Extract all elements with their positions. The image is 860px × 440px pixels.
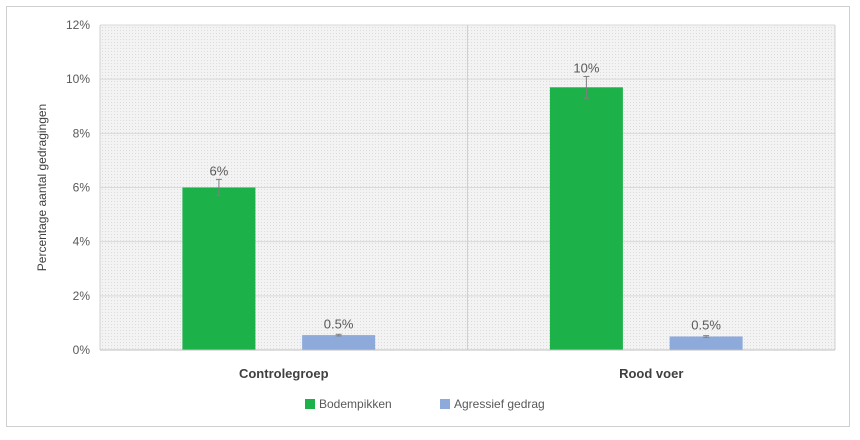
bar-agressief-gedrag	[669, 336, 743, 350]
y-tick-label: 4%	[73, 235, 91, 249]
error-bar	[335, 333, 342, 337]
legend-swatch	[305, 399, 315, 409]
x-category-label: Rood voer	[619, 366, 683, 381]
data-label: 10%	[573, 60, 599, 75]
legend-label: Bodempikken	[319, 397, 392, 411]
y-tick-label: 12%	[66, 18, 90, 32]
error-bar	[703, 335, 710, 338]
y-tick-label: 10%	[66, 72, 90, 86]
data-label: 0.5%	[324, 316, 354, 331]
legend-label: Agressief gedrag	[454, 397, 545, 411]
bar-bodempikken	[182, 187, 256, 350]
bar-agressief-gedrag	[302, 335, 376, 350]
y-tick-label: 2%	[73, 289, 91, 303]
legend-item: Agressief gedrag	[440, 397, 545, 411]
legend-item: Bodempikken	[305, 397, 392, 411]
data-label: 6%	[210, 163, 229, 178]
y-axis-title: Percentage aantal gedragingen	[35, 104, 49, 271]
error-bar	[583, 75, 590, 99]
legend-swatch	[440, 399, 450, 409]
chart-frame	[6, 6, 850, 427]
data-label: 0.5%	[691, 318, 721, 333]
y-tick-label: 6%	[73, 181, 91, 195]
bar-bodempikken	[549, 87, 623, 351]
error-bar	[215, 178, 222, 197]
y-tick-label: 8%	[73, 126, 91, 140]
y-tick-label: 0%	[73, 343, 91, 357]
x-category-label: Controlegroep	[239, 366, 329, 381]
